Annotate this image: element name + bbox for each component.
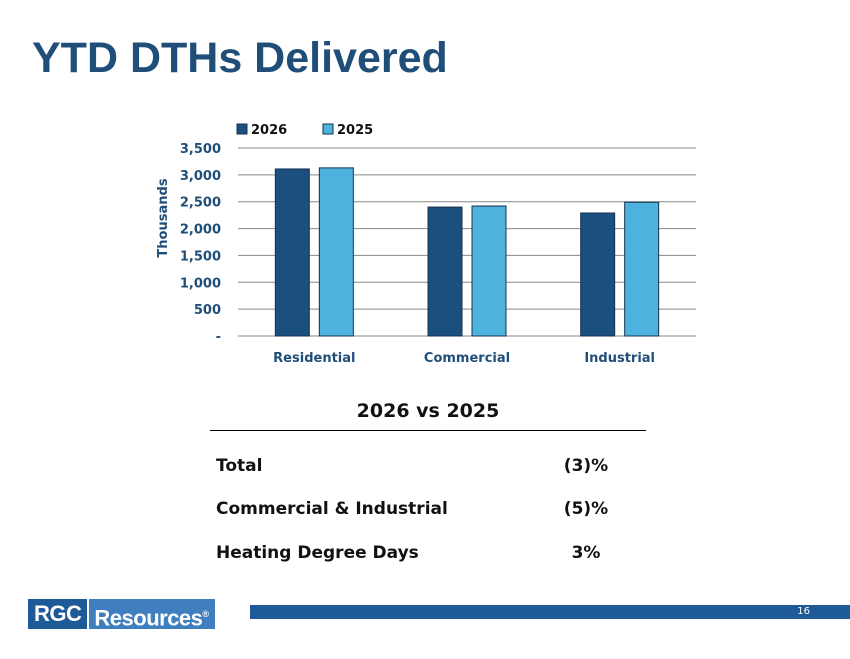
- x-tick-label: Industrial: [584, 351, 655, 366]
- y-tick-label: 1,500: [180, 249, 221, 264]
- y-tick-label: 1,000: [180, 276, 221, 291]
- legend-swatch: [322, 123, 334, 135]
- bar-2025-residential: [318, 167, 354, 337]
- comparison-value: (5)%: [563, 499, 609, 519]
- bar-2026-residential: [274, 168, 310, 337]
- y-axis-label: Thousands: [156, 178, 171, 257]
- logo-text-resources-word: Resources: [94, 605, 203, 631]
- y-tick-label: 500: [194, 303, 221, 318]
- slide-title: YTD DTHs Delivered: [32, 34, 448, 82]
- y-tick-label: -: [216, 330, 221, 345]
- comparison-label: Total: [216, 456, 263, 476]
- comparison-heading: 2026 vs 2025: [356, 400, 500, 422]
- x-tick-label: Residential: [273, 351, 355, 366]
- logo-text-rgc: RGC: [28, 599, 88, 629]
- page-number: 16: [797, 606, 810, 617]
- comparison-label: Commercial & Industrial: [216, 499, 448, 519]
- legend-swatch: [236, 123, 248, 135]
- y-tick-label: 3,000: [180, 169, 221, 184]
- comparison-divider: [210, 430, 646, 431]
- logo-text-resources: Resources®: [89, 599, 215, 631]
- bar-2026-commercial: [427, 206, 463, 337]
- registered-mark: ®: [202, 609, 209, 619]
- legend-label: 2026: [251, 123, 287, 138]
- comparison-label: Heating Degree Days: [216, 543, 419, 563]
- bar-2025-commercial: [471, 205, 507, 337]
- bar-2026-industrial: [580, 212, 616, 337]
- y-tick-label: 3,500: [180, 142, 221, 157]
- footer-bar: [250, 605, 850, 619]
- legend-label: 2025: [337, 123, 373, 138]
- x-tick-label: Commercial: [424, 351, 510, 366]
- bar-2025-industrial: [624, 201, 660, 337]
- company-logo: RGC Resources®: [28, 599, 215, 631]
- bar-chart: - 500 1,000 1,500 2,000 2,500 3,000 3,500 Thousa…: [156, 123, 696, 366]
- y-tick-label: 2,500: [180, 196, 221, 211]
- comparison-value: 3%: [571, 543, 601, 563]
- comparison-value: (3)%: [563, 456, 609, 476]
- y-tick-label: 2,000: [180, 223, 221, 238]
